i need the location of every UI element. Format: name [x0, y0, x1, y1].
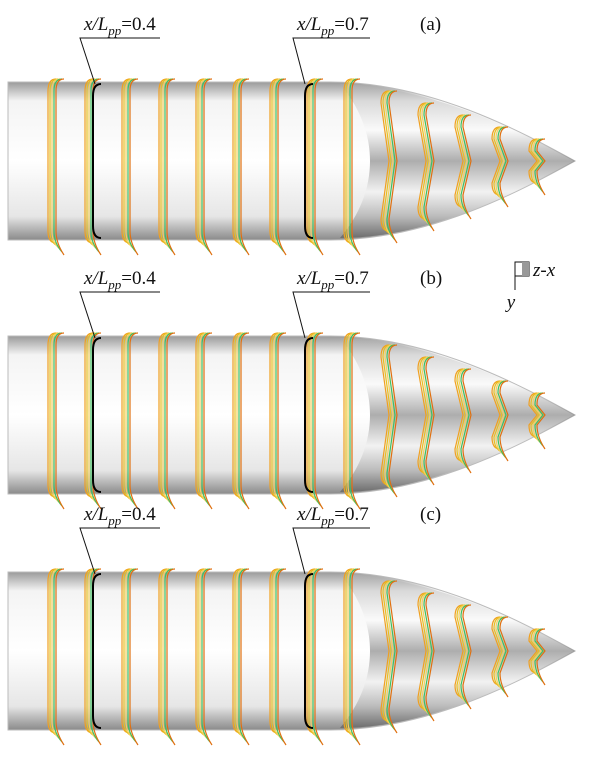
annotation: x/Lpp=0.4 — [83, 504, 156, 528]
leader-line — [293, 528, 370, 574]
panel-label: (b) — [420, 268, 442, 289]
panel: x/Lpp=0.4x/Lpp=0.7(a) — [8, 14, 575, 255]
annotation: x/Lpp=0.7 — [296, 504, 369, 528]
annotation-sub: pp — [320, 513, 335, 528]
axes-icon: z-x y — [505, 260, 556, 313]
leader-line — [80, 292, 160, 338]
panel-label: (c) — [420, 504, 441, 525]
annotation: x/Lpp=0.7 — [296, 14, 369, 38]
annotation-value: =0.7 — [334, 268, 368, 289]
annotation-sub: pp — [107, 277, 122, 292]
leader-line — [293, 292, 370, 338]
annotation-sub: pp — [107, 23, 122, 38]
leader-line — [80, 38, 160, 84]
axis-label-vertical: y — [505, 292, 516, 313]
annotation-value: =0.4 — [121, 268, 156, 289]
annotation: x/Lpp=0.4 — [83, 268, 156, 292]
leader-line — [293, 38, 370, 84]
annotation-sub: pp — [107, 513, 122, 528]
panel: x/Lpp=0.4x/Lpp=0.7(b) — [8, 268, 575, 509]
annotation: x/Lpp=0.4 — [83, 14, 156, 38]
annotation-value: =0.4 — [121, 504, 156, 525]
annotation-var: x/L — [83, 504, 108, 525]
annotation-var: x/L — [83, 14, 108, 35]
axis-box-fill — [522, 262, 529, 276]
axis-label-horizontal: z-x — [532, 260, 556, 281]
annotation-var: x/L — [296, 268, 321, 289]
annotation-var: x/L — [296, 504, 321, 525]
annotation-sub: pp — [320, 277, 335, 292]
leader-line — [80, 528, 160, 574]
figure: z-x y x/Lpp=0.4x/Lpp=0.7(a)x/Lpp=0.4x/Lp… — [0, 0, 608, 758]
annotation-value: =0.4 — [121, 14, 156, 35]
annotation-var: x/L — [296, 14, 321, 35]
annotation-var: x/L — [83, 268, 108, 289]
annotation-value: =0.7 — [334, 504, 368, 525]
annotation-value: =0.7 — [334, 14, 368, 35]
panel: x/Lpp=0.4x/Lpp=0.7(c) — [8, 504, 575, 745]
annotation: x/Lpp=0.7 — [296, 268, 369, 292]
panel-label: (a) — [420, 14, 441, 35]
annotation-sub: pp — [320, 23, 335, 38]
